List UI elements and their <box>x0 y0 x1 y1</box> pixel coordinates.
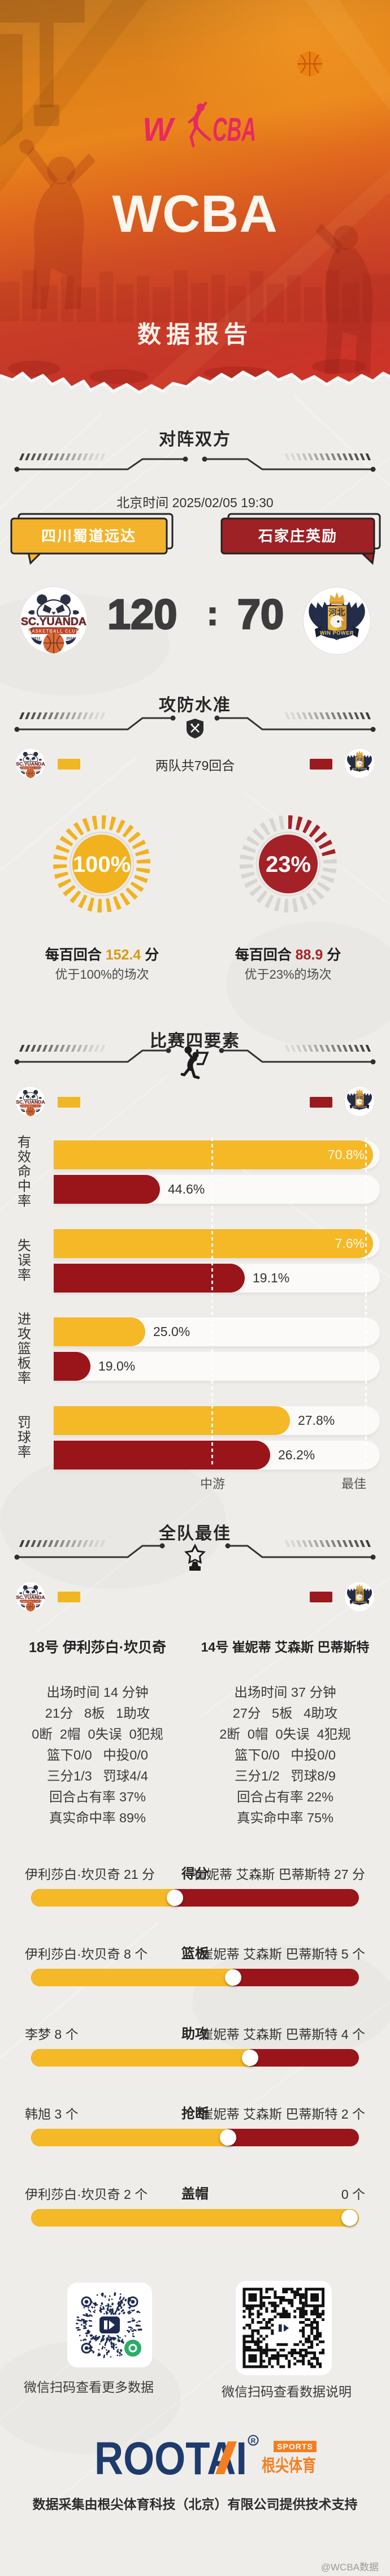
svg-text:W: W <box>142 111 175 148</box>
svg-text:R: R <box>251 2437 256 2445</box>
svg-text:根尖体育: 根尖体育 <box>262 2456 316 2475</box>
svg-text:石家庄英励: 石家庄英励 <box>258 528 337 544</box>
svg-text:SPORTS: SPORTS <box>277 2442 313 2451</box>
svg-text:23%: 23% <box>266 852 311 877</box>
svg-text:100%: 100% <box>73 852 131 877</box>
svg-text:四川蜀道远达: 四川蜀道远达 <box>41 528 136 544</box>
svg-text:CBA: CBA <box>213 111 256 148</box>
